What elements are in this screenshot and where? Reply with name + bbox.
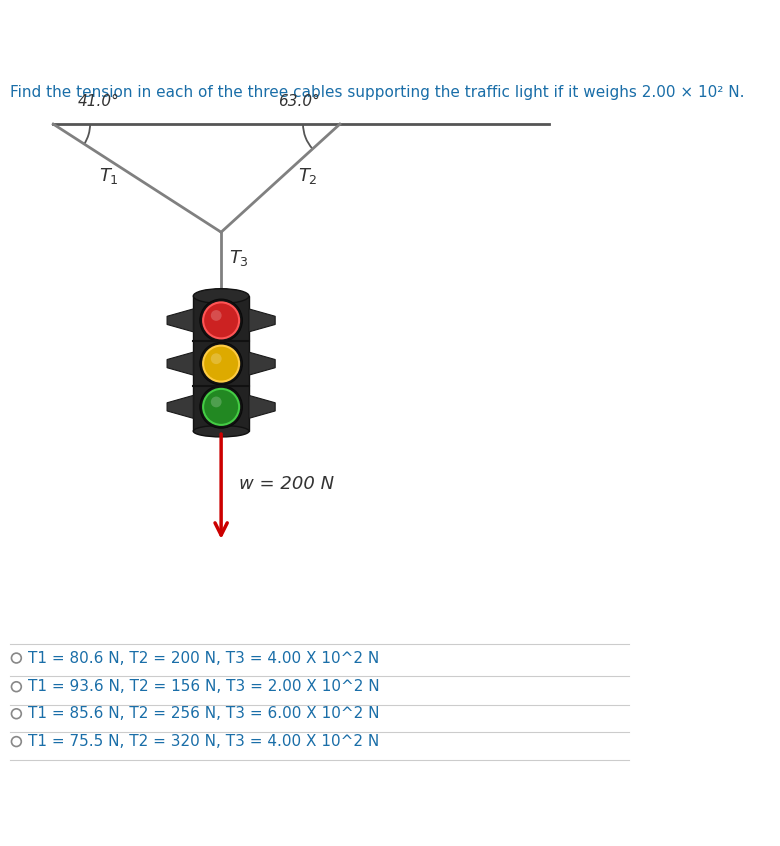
Circle shape (200, 386, 243, 428)
Circle shape (211, 397, 222, 408)
Text: $T_2$: $T_2$ (298, 166, 317, 186)
Text: w = 200 N: w = 200 N (239, 475, 335, 493)
Text: T1 = 75.5 N, T2 = 320 N, T3 = 4.00 X 10^2 N: T1 = 75.5 N, T2 = 320 N, T3 = 4.00 X 10^… (28, 734, 379, 749)
Polygon shape (167, 309, 193, 332)
Text: $T_1$: $T_1$ (99, 166, 119, 186)
Polygon shape (249, 309, 275, 332)
Polygon shape (249, 352, 275, 375)
Circle shape (211, 354, 222, 364)
Ellipse shape (193, 426, 249, 437)
Polygon shape (249, 395, 275, 418)
Circle shape (200, 299, 243, 342)
Text: T1 = 93.6 N, T2 = 156 N, T3 = 2.00 X 10^2 N: T1 = 93.6 N, T2 = 156 N, T3 = 2.00 X 10^… (28, 679, 380, 695)
Circle shape (203, 346, 239, 382)
Text: T1 = 85.6 N, T2 = 256 N, T3 = 6.00 X 10^2 N: T1 = 85.6 N, T2 = 256 N, T3 = 6.00 X 10^… (28, 706, 379, 722)
Circle shape (211, 310, 222, 321)
Text: T1 = 80.6 N, T2 = 200 N, T3 = 4.00 X 10^2 N: T1 = 80.6 N, T2 = 200 N, T3 = 4.00 X 10^… (28, 651, 379, 666)
Text: 41.0°: 41.0° (78, 94, 119, 109)
Polygon shape (167, 395, 193, 418)
Circle shape (200, 343, 243, 385)
Circle shape (203, 389, 239, 425)
Ellipse shape (193, 288, 249, 304)
Polygon shape (167, 352, 193, 375)
Text: Find the tension in each of the three cables supporting the traffic light if it : Find the tension in each of the three ca… (10, 85, 744, 100)
Circle shape (203, 302, 239, 338)
Text: 63.0°: 63.0° (278, 94, 321, 109)
Text: $T_3$: $T_3$ (229, 248, 250, 267)
Polygon shape (193, 296, 249, 431)
Circle shape (12, 653, 21, 663)
Circle shape (12, 737, 21, 746)
Circle shape (12, 709, 21, 718)
Circle shape (12, 682, 21, 692)
